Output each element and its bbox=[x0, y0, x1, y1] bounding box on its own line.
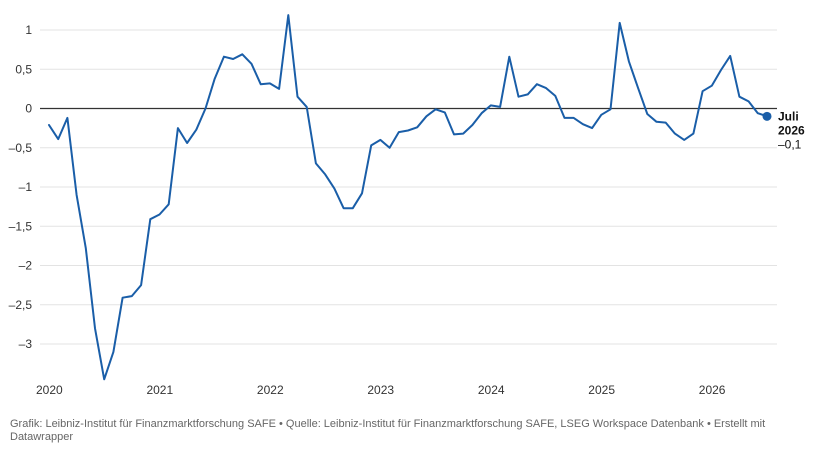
y-tick-label: –1,5 bbox=[9, 219, 33, 233]
chart-footer: Grafik: Leibniz-Institut für Finanzmarkt… bbox=[10, 418, 766, 443]
x-tick-label: 2022 bbox=[257, 383, 284, 397]
end-label-month: Juli bbox=[778, 109, 799, 123]
x-tick-label: 2025 bbox=[588, 383, 615, 397]
x-tick-label: 2024 bbox=[478, 383, 505, 397]
end-point-marker bbox=[762, 111, 772, 121]
line-chart: 1 0,5 0 –0,5 –1 –1,5 –2 –2,5 –3 2020 2021 2022 2023 2… bbox=[9, 14, 805, 397]
y-tick-label: –2 bbox=[19, 259, 33, 273]
x-tick-label: 2020 bbox=[36, 383, 63, 397]
y-tick-label: 0,5 bbox=[15, 62, 32, 76]
y-tick-label: –2,5 bbox=[9, 298, 33, 312]
end-label-year: 2026 bbox=[778, 123, 805, 137]
end-label-value: –0,1 bbox=[778, 137, 802, 151]
y-tick-label: –1 bbox=[19, 180, 33, 194]
x-tick-label: 2026 bbox=[699, 383, 726, 397]
y-tick-label: 1 bbox=[25, 23, 32, 37]
y-tick-label: –3 bbox=[19, 337, 33, 351]
x-tick-label: 2023 bbox=[367, 383, 394, 397]
y-tick-label: –0,5 bbox=[9, 141, 33, 155]
y-tick-label: 0 bbox=[25, 102, 32, 116]
series-line bbox=[48, 14, 768, 381]
x-tick-label: 2021 bbox=[146, 383, 173, 397]
